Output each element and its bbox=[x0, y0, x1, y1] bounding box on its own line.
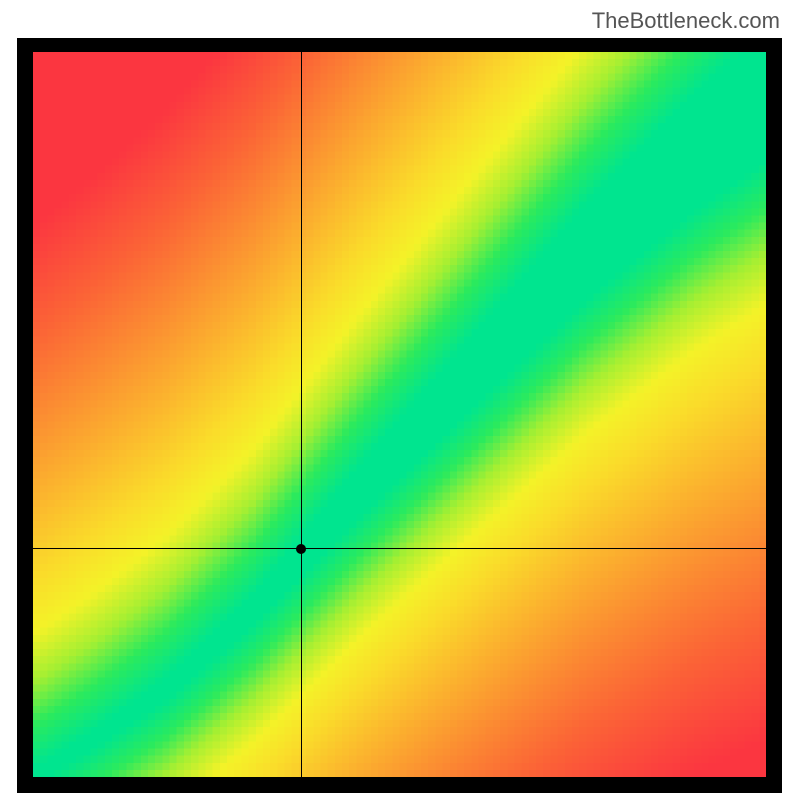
crosshair-vertical bbox=[301, 52, 302, 777]
bottleneck-heatmap bbox=[33, 52, 766, 777]
crosshair-horizontal bbox=[33, 548, 766, 549]
crosshair-marker bbox=[296, 544, 306, 554]
watermark-text: TheBottleneck.com bbox=[592, 8, 780, 34]
